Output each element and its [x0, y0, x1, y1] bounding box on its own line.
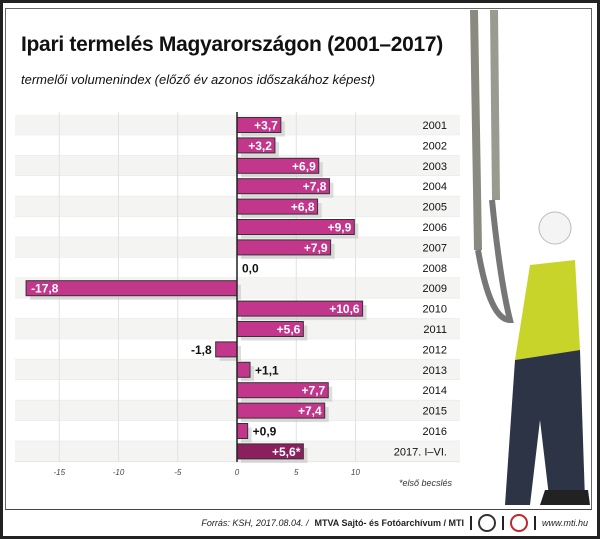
bar	[215, 341, 238, 358]
year-label: 2008	[423, 263, 447, 275]
worker-photo	[470, 10, 590, 505]
data-label: 0,0	[242, 261, 259, 275]
data-label: +7,7	[302, 384, 326, 398]
year-label: 2013	[423, 365, 447, 377]
data-label: +7,8	[303, 180, 327, 194]
x-tick-label: -15	[53, 468, 65, 477]
year-label: 2001	[423, 120, 447, 132]
bar	[236, 423, 249, 439]
year-label: 2007	[423, 242, 447, 254]
data-label: +6,9	[292, 159, 316, 173]
year-label: 2004	[423, 181, 447, 193]
mti-logo-icon	[509, 514, 528, 532]
year-label: 2016	[423, 426, 447, 438]
data-label: +3,7	[254, 119, 278, 133]
data-label: +6,8	[291, 200, 315, 214]
chart-title: Ipari termelés Magyarországon (2001–2017…	[21, 33, 443, 56]
divider	[533, 516, 536, 530]
website-link[interactable]: www.mti.hu	[541, 518, 588, 528]
footnote: *első becslés	[399, 478, 453, 488]
source-text: Forrás: KSH, 2017.08.04. /	[201, 518, 309, 528]
year-label: 2010	[423, 304, 447, 316]
data-label: +5,6	[277, 323, 301, 337]
data-label: +7,9	[304, 241, 328, 255]
x-tick-label: 10	[351, 468, 360, 477]
data-label: +9,9	[328, 221, 352, 235]
chart-subtitle: termelői volumenindex (előző év azonos i…	[21, 72, 376, 87]
year-label: 2011	[423, 324, 447, 336]
bar	[236, 361, 251, 378]
data-label: +7,4	[298, 404, 322, 418]
year-label: 2017. I–VI.	[394, 446, 447, 458]
x-tick-label: -5	[174, 468, 182, 477]
year-label: 2012	[423, 344, 447, 356]
year-label: 2015	[423, 406, 447, 418]
data-label: -1,8	[191, 343, 212, 357]
x-tick-label: -10	[113, 468, 125, 477]
mtva-logo-icon	[477, 514, 496, 532]
year-label: 2006	[423, 222, 447, 234]
data-label: +5,6*	[272, 445, 301, 459]
x-tick-label: 5	[294, 468, 299, 477]
year-label: 2014	[423, 385, 447, 397]
data-label: +3,2	[248, 139, 272, 153]
data-label: +0,9	[253, 425, 277, 439]
x-tick-label: 0	[235, 468, 240, 477]
divider	[501, 516, 504, 530]
divider	[469, 516, 472, 530]
data-label: -17,8	[31, 282, 59, 296]
year-label: 2009	[423, 283, 447, 295]
year-label: 2003	[423, 161, 447, 173]
agency-text: MTVA Sajtó- és Fotóarchívum / MTI	[314, 518, 464, 528]
data-label: +1,1	[255, 363, 279, 377]
year-label: 2002	[423, 140, 447, 152]
data-label: +10,6	[329, 302, 360, 316]
year-label: 2005	[423, 202, 447, 214]
footer: Forrás: KSH, 2017.08.04. / MTVA Sajtó- é…	[201, 514, 588, 532]
